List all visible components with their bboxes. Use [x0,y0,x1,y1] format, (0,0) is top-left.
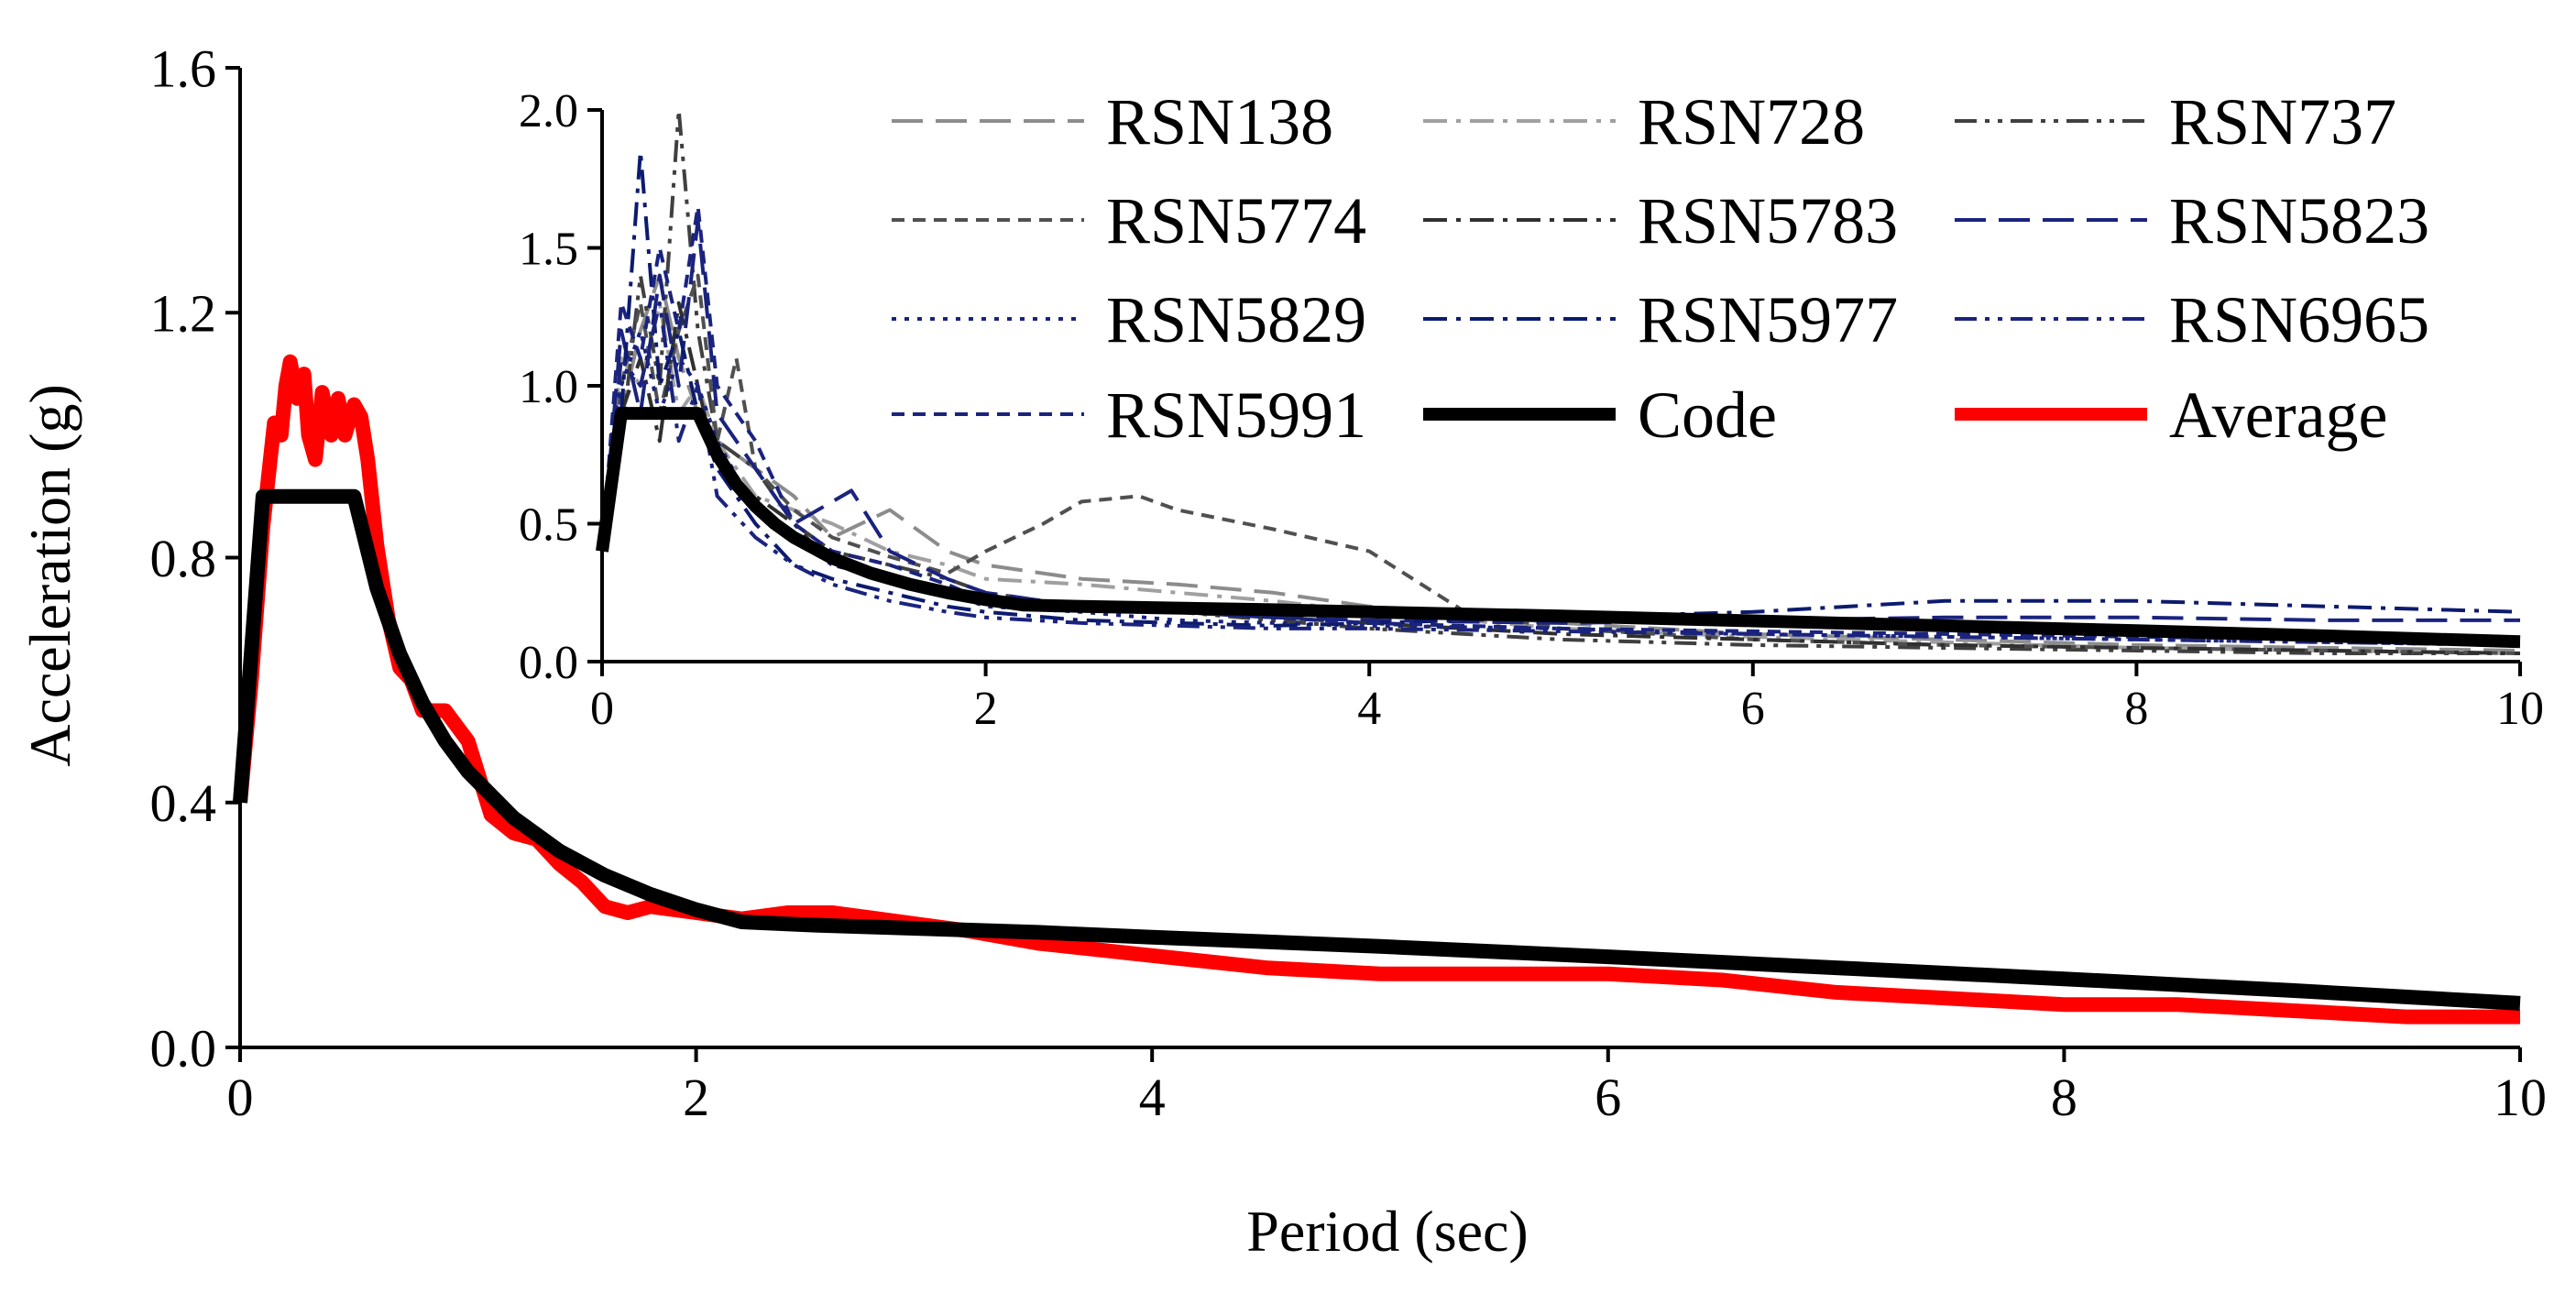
legend-item-code: Code [1423,378,1777,452]
legend-label: RSN728 [1638,85,1865,159]
series-line-rsn5977 [600,149,2521,628]
y-tick-label: 1.0 [519,361,578,413]
y-tick-label: 0.4 [150,773,217,833]
series-line-rsn737 [600,108,2520,655]
legend-item-rsn6965: RSN6965 [1955,283,2429,356]
y-axis-title: Acceleration (g) [17,384,82,767]
x-tick-label: 4 [1357,683,1381,735]
x-tick-label: 2 [974,683,998,735]
legend-label: RSN5991 [1106,378,1366,452]
x-tick-label: 4 [1139,1068,1166,1127]
x-axis-title: Period (sec) [1246,1199,1528,1264]
x-tick-label: 2 [683,1068,709,1127]
legend-item-average: Average [1955,378,2388,452]
y-tick-label: 1.6 [150,38,217,98]
series-line-rsn6965 [600,301,2521,647]
legend-item-rsn5783: RSN5783 [1423,184,1898,258]
legend-label: Code [1638,378,1777,452]
legend-item-rsn728: RSN728 [1423,85,1865,159]
series-line-code [596,407,2521,649]
y-tick-label: 2.0 [519,85,578,137]
inset-background [602,106,2548,662]
x-tick-label: 8 [2051,1068,2077,1127]
legend-item-rsn5823: RSN5823 [1955,184,2429,258]
series-line-average [233,354,2520,1025]
legend-label: RSN5774 [1106,184,1366,258]
x-tick-label: 8 [2124,683,2148,735]
inset-chart: 0 2 4 6 8 10 0.0 0.5 1.0 1.5 2.0 [519,85,2548,735]
legend-label: RSN5823 [2169,184,2429,258]
legend-label: RSN737 [2169,85,2396,159]
series-line-code [233,488,2521,1011]
legend-label: RSN138 [1106,85,1333,159]
legend-item-rsn5977: RSN5977 [1423,283,1898,356]
legend-label: RSN5783 [1638,184,1898,258]
y-tick-label: 1.5 [519,224,578,276]
legend-label: RSN5829 [1106,283,1366,356]
x-tick-label: 10 [2494,1068,2547,1127]
x-tick-label: 0 [227,1068,254,1127]
series-line-rsn5991 [600,204,2521,644]
y-tick-label: 0.8 [150,529,217,588]
legend-item-rsn737: RSN737 [1955,85,2396,159]
legend-label: RSN6965 [2169,283,2429,356]
legend-item-rsn5991: RSN5991 [892,378,1366,452]
y-tick-label: 0.5 [519,499,578,552]
y-tick-label: 0.0 [150,1018,217,1078]
y-tick-label: 1.2 [150,284,217,344]
inset-legend: RSN138 RSN728 RSN737 RSN5774 RSN5783 RSN5823 R… [892,85,2429,452]
legend-label: RSN5977 [1638,283,1898,356]
legend-item-rsn5774: RSN5774 [892,184,1366,258]
x-tick-label: 10 [2496,683,2544,735]
series-line-rsn5829 [600,328,2521,647]
x-tick-label: 6 [1741,683,1765,735]
x-tick-label: 6 [1595,1068,1621,1127]
legend-item-rsn138: RSN138 [892,85,1333,159]
y-tick-label: 0.0 [519,637,578,689]
legend-label: Average [2169,378,2388,452]
x-tick-label: 0 [590,683,614,735]
legend-item-rsn5829: RSN5829 [892,283,1366,356]
main-chart: 0 2 4 6 8 10 0.0 0.4 0.8 1.2 1.6 [150,38,2548,1127]
